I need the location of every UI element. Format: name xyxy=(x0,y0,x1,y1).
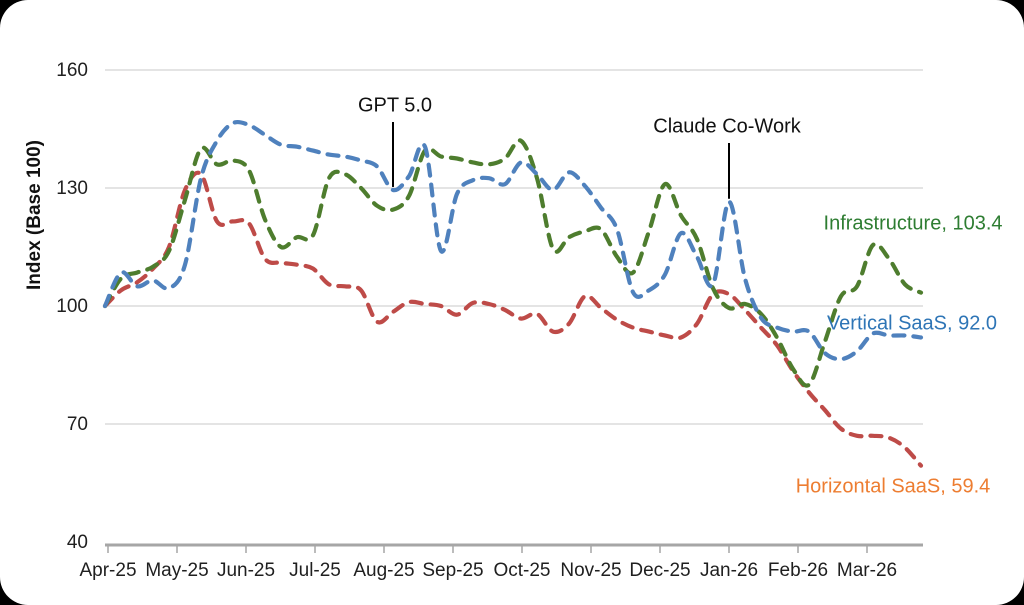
y-tick-label-70: 70 xyxy=(67,414,88,435)
x-tick-label-Feb-26: Feb-26 xyxy=(768,560,828,581)
x-tick-label-Jul-25: Jul-25 xyxy=(289,560,341,581)
y-tick-label-160: 160 xyxy=(56,60,88,81)
x-tick-label-Aug-25: Aug-25 xyxy=(353,560,414,581)
x-tick-label-Oct-25: Oct-25 xyxy=(493,560,550,581)
series-line-vertical-saas xyxy=(102,119,924,362)
annotation-gpt-5: GPT 5.0 xyxy=(357,94,433,117)
y-tick-label-40: 40 xyxy=(67,532,88,553)
x-tick-label-Jan-26: Jan-26 xyxy=(700,560,758,581)
series-end-label-infrastructure: Infrastructure, 103.4 xyxy=(823,212,1003,235)
x-tick-label-Apr-25: Apr-25 xyxy=(79,560,136,581)
y-tick-label-130: 130 xyxy=(56,178,88,199)
x-tick-label-Mar-26: Mar-26 xyxy=(837,560,897,581)
series-line-infrastructure xyxy=(102,138,924,388)
annotation-claude-co-work: Claude Co-Work xyxy=(653,115,801,138)
y-axis-title: Index (Base 100) xyxy=(24,140,45,290)
y-tick-label-100: 100 xyxy=(56,296,88,317)
x-tick-label-Dec-25: Dec-25 xyxy=(629,560,690,581)
series-line-horizontal-saas xyxy=(102,170,924,468)
x-tick-label-Sep-25: Sep-25 xyxy=(422,560,483,581)
series-end-label-horizontal-saas: Horizontal SaaS, 59.4 xyxy=(795,475,991,498)
x-tick-label-Nov-25: Nov-25 xyxy=(560,560,621,581)
x-tick-label-Jun-25: Jun-25 xyxy=(217,560,275,581)
x-tick-label-May-25: May-25 xyxy=(145,560,208,581)
series-end-label-vertical-saas: Vertical SaaS, 92.0 xyxy=(826,312,998,335)
